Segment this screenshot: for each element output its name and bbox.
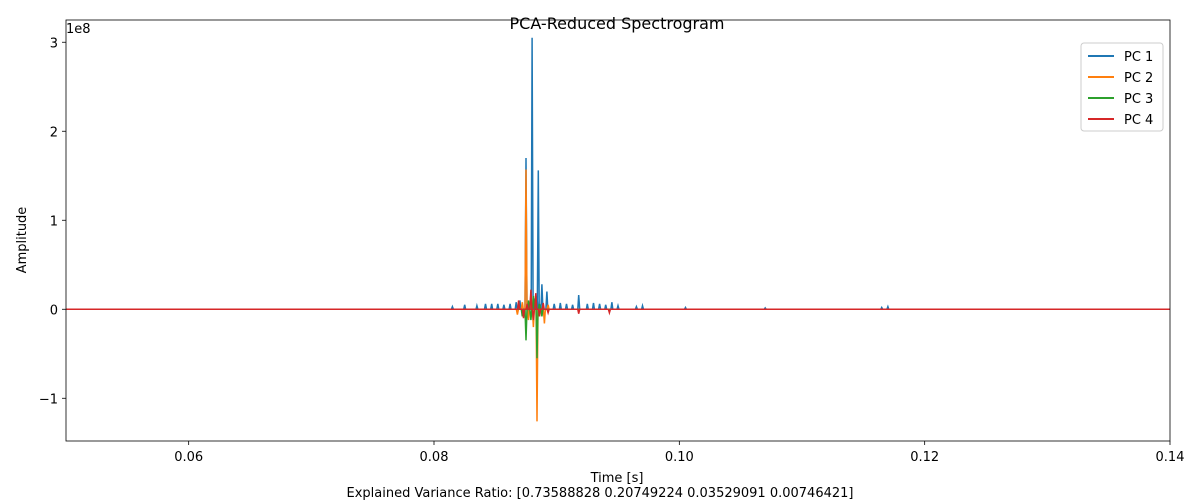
x-tick-label: 0.10 bbox=[665, 450, 694, 465]
plot-lines bbox=[66, 37, 1170, 422]
chart-title: PCA-Reduced Spectrogram bbox=[510, 14, 725, 33]
legend: PC 1 PC 2 PC 3 PC 4 bbox=[1080, 42, 1164, 132]
y-axis-label: Amplitude bbox=[15, 207, 30, 274]
legend-label-pc-2: PC 2 bbox=[1124, 71, 1153, 86]
axes bbox=[65, 19, 1171, 442]
x-tick-label: 0.06 bbox=[174, 450, 203, 465]
y-tick-label: 2 bbox=[50, 125, 58, 140]
legend-label-pc-4: PC 4 bbox=[1124, 113, 1153, 128]
legend-label-pc-3: PC 3 bbox=[1124, 92, 1153, 107]
legend-box bbox=[1080, 42, 1164, 132]
variance-footnote: Explained Variance Ratio: [0.73588828 0.… bbox=[347, 486, 854, 500]
series-line-pc-4 bbox=[66, 289, 1170, 321]
x-tick-label: 0.08 bbox=[420, 450, 449, 465]
ticks: 0.06 0.08 0.10 0.12 0.14 −1 0 1 2 3 bbox=[39, 36, 1185, 465]
series-line-pc-1 bbox=[66, 37, 1170, 313]
y-offset-label: 1e8 bbox=[66, 22, 91, 37]
y-tick-label: 0 bbox=[50, 303, 58, 318]
plot-frame bbox=[65, 19, 1171, 442]
y-tick-label: 1 bbox=[50, 214, 58, 229]
y-tick-label: 3 bbox=[50, 36, 58, 51]
series-line-pc-2 bbox=[66, 169, 1170, 422]
x-axis-label: Time [s] bbox=[590, 471, 644, 486]
y-tick-label: −1 bbox=[39, 392, 58, 407]
legend-label-pc-1: PC 1 bbox=[1124, 50, 1153, 65]
x-tick-label: 0.14 bbox=[1156, 450, 1185, 465]
x-tick-label: 0.12 bbox=[910, 450, 939, 465]
